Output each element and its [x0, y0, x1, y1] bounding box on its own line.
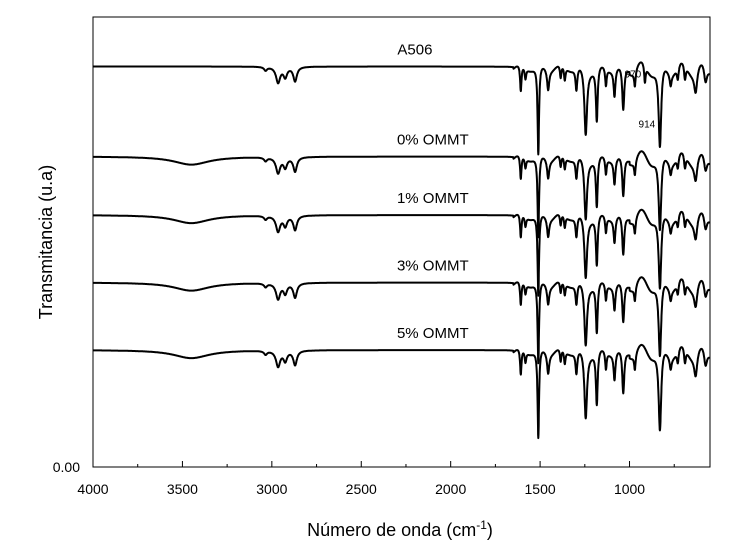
y-axis-label: Transmitancia (u.a): [36, 165, 56, 319]
x-axis-label-superscript: -1: [476, 518, 487, 532]
x-tick-label: 2500: [346, 481, 377, 497]
annotation-970: 970: [625, 70, 642, 81]
x-axis-label: Número de onda (cm-1): [307, 518, 493, 540]
x-tick-label: 1500: [525, 481, 556, 497]
series-label: 5% OMMT: [397, 325, 469, 342]
series-line: [92, 208, 711, 297]
series-line: [92, 61, 711, 156]
series-label: 0% OMMT: [397, 132, 469, 149]
series-line: [92, 150, 711, 239]
series-label: 1% OMMT: [397, 190, 469, 207]
y-tick-label: 0.00: [53, 459, 80, 475]
x-tick-label: 3500: [167, 481, 198, 497]
x-tick-label: 3000: [256, 481, 287, 497]
annotation-914: 914: [639, 120, 656, 131]
plot-frame: [92, 16, 711, 468]
series-label: 3% OMMT: [397, 258, 469, 275]
series-line: [92, 276, 711, 365]
x-tick-label: 4000: [77, 481, 108, 497]
x-tick-label: 2000: [435, 481, 466, 497]
x-tick-label: 1000: [614, 481, 645, 497]
series-label: A506: [397, 42, 432, 59]
series-line: [92, 343, 711, 440]
